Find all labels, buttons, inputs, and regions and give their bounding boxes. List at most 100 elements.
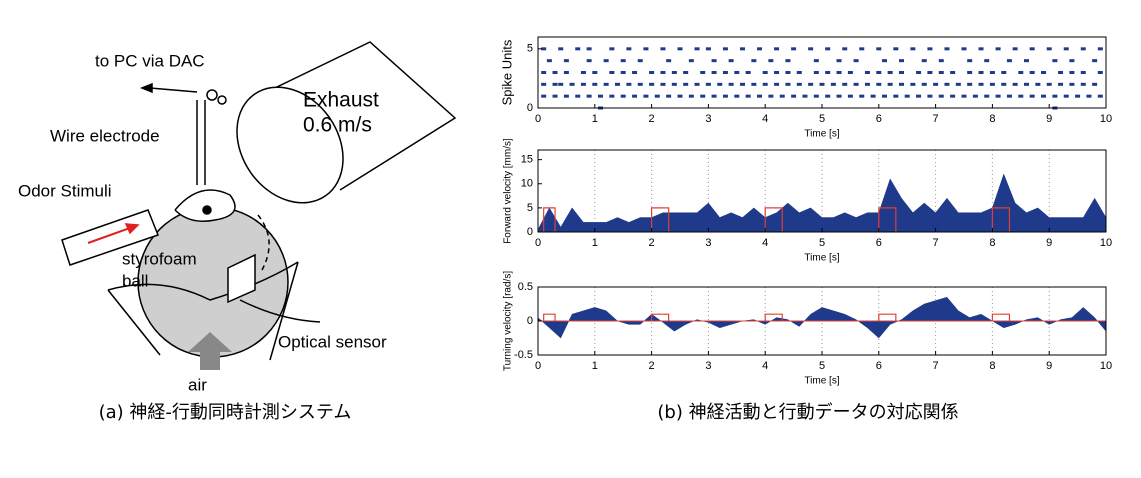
sensor-window	[227, 253, 256, 304]
spike	[1069, 59, 1075, 63]
spike	[739, 47, 745, 51]
spike	[552, 82, 558, 86]
spike	[893, 47, 899, 51]
spike	[899, 82, 905, 86]
spike	[1029, 94, 1035, 98]
odor-arrow-head	[124, 223, 140, 235]
y-tick-label: 0	[527, 102, 533, 114]
spike	[671, 82, 677, 86]
spike	[677, 94, 683, 98]
spike	[1001, 71, 1007, 74]
spike	[1058, 82, 1064, 86]
spike	[927, 94, 933, 98]
spike	[774, 71, 780, 74]
spike	[705, 47, 711, 51]
spike	[734, 94, 740, 98]
spike	[967, 71, 973, 74]
y-tick-label: 0	[527, 226, 533, 238]
spike	[762, 82, 768, 86]
spike	[615, 82, 621, 86]
y-axis-label: Forward velocity [mm/s]	[503, 138, 514, 244]
x-axis-label: Time [s]	[804, 253, 839, 264]
spike	[683, 82, 689, 86]
area	[537, 173, 1107, 233]
spike	[688, 94, 694, 98]
spike	[597, 94, 603, 98]
spike	[938, 94, 944, 98]
spike	[751, 59, 757, 63]
spike	[580, 82, 586, 86]
spike	[569, 82, 575, 86]
spike	[836, 94, 842, 98]
spike	[859, 94, 865, 98]
spike	[955, 82, 961, 86]
spike	[637, 59, 643, 63]
spike	[700, 94, 706, 98]
spike	[751, 82, 757, 86]
spike	[711, 94, 717, 98]
spike	[637, 82, 643, 86]
spike	[762, 71, 768, 74]
x-tick-label: 7	[933, 360, 939, 372]
spike	[1006, 94, 1012, 98]
spike	[620, 94, 626, 98]
spike	[620, 71, 626, 74]
spike	[575, 47, 581, 51]
spike	[808, 47, 814, 51]
spike	[575, 94, 581, 98]
label: Optical sensor	[278, 332, 387, 351]
spike	[643, 47, 649, 51]
spike	[711, 59, 717, 63]
spike	[961, 94, 967, 98]
x-tick-label: 0	[535, 237, 541, 249]
stimulus-pulse	[764, 313, 783, 321]
spike	[620, 59, 626, 63]
odor-tube	[61, 209, 159, 266]
spike	[1063, 94, 1069, 98]
spike	[592, 82, 598, 86]
label: to PC via DAC	[95, 51, 205, 70]
spike	[950, 94, 956, 98]
spike	[666, 59, 672, 63]
spike	[813, 94, 819, 98]
x-tick-label: 6	[876, 237, 882, 249]
y-tick-label: 5	[527, 202, 533, 214]
spike	[899, 59, 905, 63]
stimulus-pulse	[543, 313, 556, 321]
x-tick-label: 5	[819, 113, 825, 125]
x-tick-label: 8	[989, 113, 995, 125]
spike	[739, 82, 745, 86]
spike	[989, 82, 995, 86]
spike	[1018, 94, 1024, 98]
y-tick-label: 5	[527, 43, 533, 55]
stimulus-pulse	[543, 207, 556, 232]
spike	[609, 47, 615, 51]
spike	[1052, 94, 1058, 98]
spike	[1069, 71, 1075, 74]
spike	[967, 82, 973, 86]
spike	[734, 71, 740, 74]
x-tick-label: 6	[876, 113, 882, 125]
spike	[603, 82, 609, 86]
spike	[1012, 47, 1018, 51]
spike	[1080, 82, 1086, 86]
y-tick-label: 10	[521, 178, 533, 190]
spike	[1041, 71, 1047, 74]
spike	[796, 82, 802, 86]
spike	[688, 59, 694, 63]
spike	[938, 71, 944, 74]
stimulus-pulse	[650, 207, 670, 232]
spike	[944, 82, 950, 86]
x-tick-label: 1	[592, 113, 598, 125]
spike	[609, 71, 615, 74]
connector	[217, 95, 227, 105]
spike	[984, 59, 990, 63]
spike	[887, 71, 893, 74]
spike	[541, 47, 547, 51]
spike	[694, 82, 700, 86]
spike	[580, 71, 586, 74]
x-tick-label: 8	[989, 360, 995, 372]
ball	[137, 206, 289, 358]
stand	[107, 289, 161, 356]
spike	[933, 82, 939, 86]
